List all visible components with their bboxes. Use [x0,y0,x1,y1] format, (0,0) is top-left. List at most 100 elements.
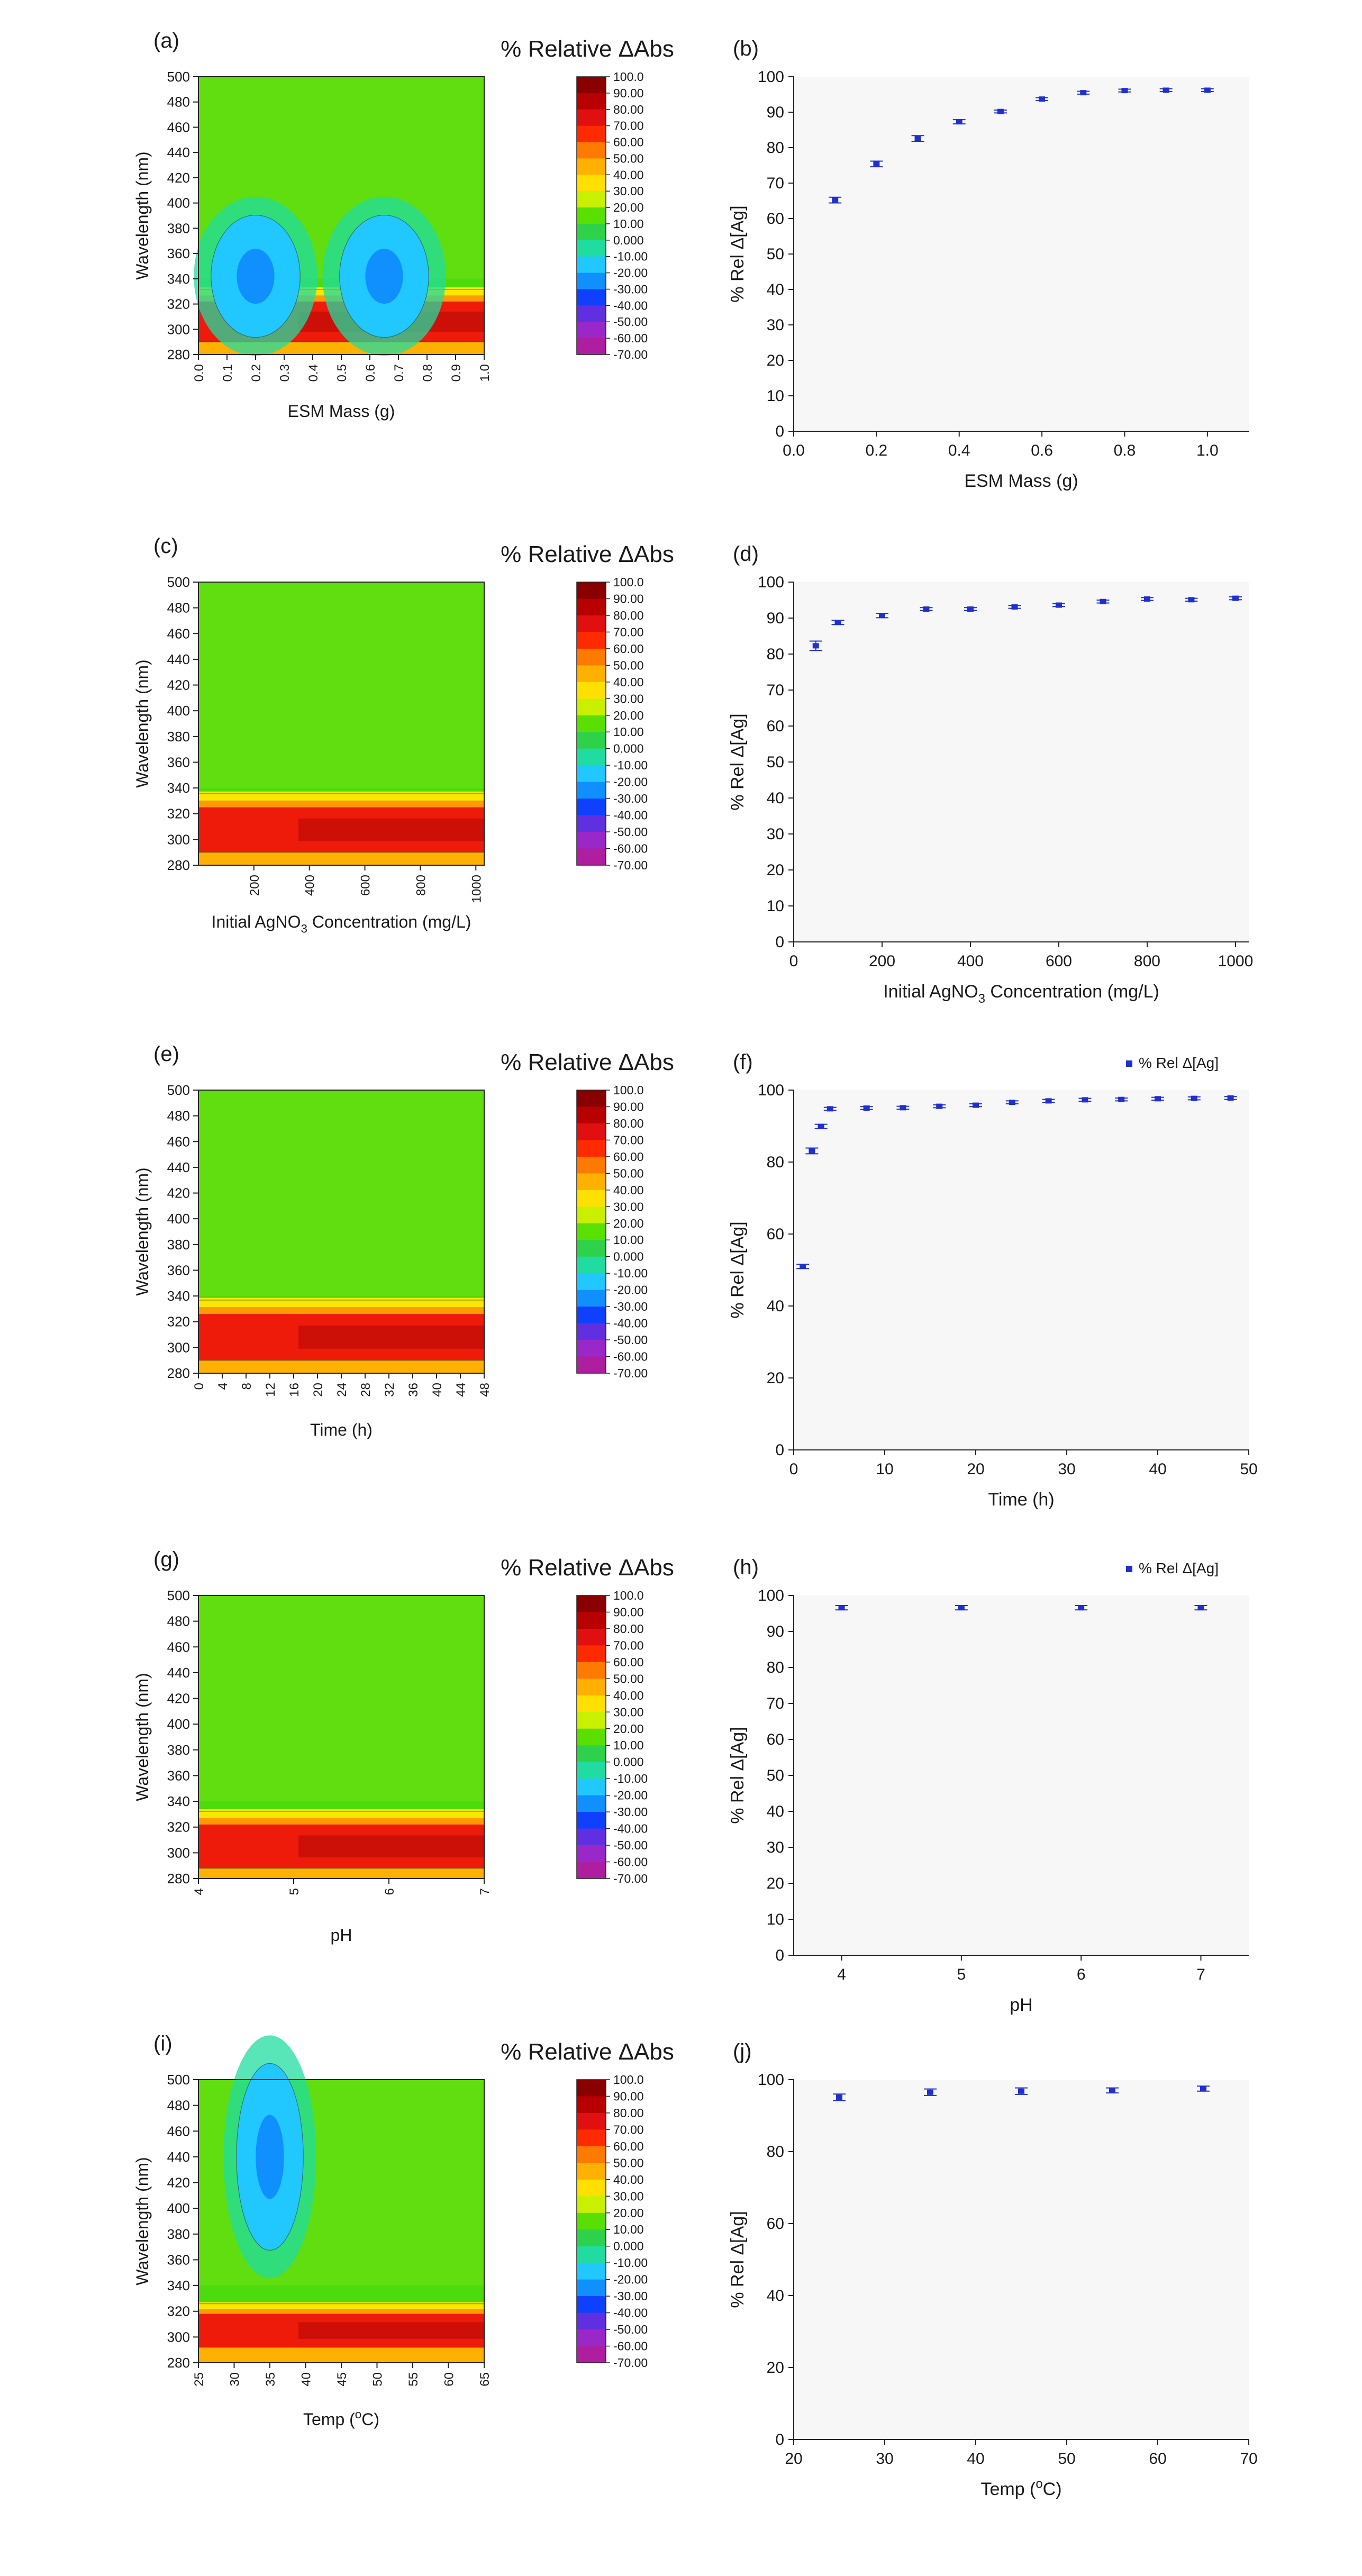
colorbar-segment [577,815,606,832]
data-point [1055,602,1062,608]
colorbar-segment [577,832,606,849]
y-tick-label: 20 [767,2359,784,2377]
colorbar-tick-label: -50.00 [613,2323,648,2336]
x-tick-label: 28 [359,1383,373,1397]
x-tick-label: 0.6 [1031,442,1053,459]
y-axis-label: Wavelength (nm) [133,2157,152,2285]
colorbar-frame [576,582,606,866]
y-tick-label: 60 [767,1226,784,1243]
colorbar-tick-label: -10.00 [613,1772,648,1785]
x-tick-label: 0.1 [221,364,235,382]
data-point [873,161,880,167]
contour-line [339,214,429,338]
y-tick-label: 100 [758,68,784,86]
heatmap-2: 500 480 460 440 420 400 380 360 340 320 300 280 200 4… [133,541,674,936]
colorbar-segment [577,1662,606,1679]
colorbar-tick-label: 10.00 [613,217,644,231]
data-point [812,643,819,649]
colorbar-segment [577,615,606,632]
y-tick-label: 460 [167,625,190,641]
data-point [1143,596,1150,602]
y-tick-label: 40 [767,1803,784,1820]
colorbar-segment [577,158,606,175]
data-point [1200,2086,1206,2091]
colorbar-segment [577,682,606,699]
x-tick-label: 24 [335,1383,349,1397]
plot-area [794,582,1249,942]
colorbar-tick-label: 30.00 [613,184,644,198]
legend-label: % Rel Δ[Ag] [1139,1055,1219,1071]
y-tick-label: 60 [767,210,784,228]
y-tick-label: 300 [167,2329,190,2345]
colorbar-tick-label: -60.00 [613,1855,648,1869]
colorbar-segment [577,665,606,683]
colorbar-tick-label: 70.00 [613,1638,644,1652]
legend-label: % Rel Δ[Ag] [1139,1560,1219,1576]
colorbar-tick-label: -40.00 [613,1822,648,1836]
colorbar-tick-label: 80.00 [613,609,644,622]
x-tick-label: 4 [216,1383,230,1390]
x-axis-label-text: Time (h) [988,1490,1054,1510]
colorbar-segment [577,2146,606,2163]
colorbar-tick-label: -30.00 [613,1805,648,1819]
y-tick-label: 0 [775,1441,784,1459]
data-point [956,119,963,125]
y-tick-label: 500 [167,69,190,85]
data-point [973,1102,979,1108]
colorbar-segment [577,142,606,159]
colorbar-segment [577,765,606,783]
colorbar-tick-label: -40.00 [613,2306,648,2320]
data-point [838,1605,845,1611]
y-axis-label: % Rel Δ[Ag] [728,2211,748,2308]
y-tick-label: 320 [167,1819,190,1835]
y-tick-label: 60 [767,2215,784,2233]
colorbar-tick-label: 60.00 [613,2139,644,2153]
x-tick-label: 800 [414,875,428,896]
colorbar-tick-label: 100.0 [613,70,644,84]
data-point [1082,1097,1088,1103]
colorbar-tick-label: 30.00 [613,2189,644,2203]
y-tick-label: 380 [167,2226,190,2242]
x-axis-label-sup: o [355,2408,361,2421]
colorbar-segment [577,1645,606,1663]
y-tick-label: 400 [167,2200,190,2216]
y-tick-label: 100 [758,574,784,591]
y-tick-label: 440 [167,2149,190,2165]
plot-area [794,2080,1249,2439]
x-tick-label: 50 [1058,2450,1075,2468]
band-edge-lower [198,1868,484,1879]
colorbar-tick-label: 100.0 [613,2073,644,2087]
colorbar-title: % Relative ΔAbs [501,2039,674,2065]
colorbar-segment [577,1828,606,1846]
y-tick-label: 320 [167,2303,190,2319]
x-tick-label: 70 [1240,2450,1257,2468]
y-tick-label: 380 [167,1237,190,1253]
colorbar-title: % Relative ΔAbs [501,1555,674,1581]
x-tick-label: 0.3 [278,364,292,382]
x-tick-label: 1.0 [1196,442,1219,459]
x-tick-label: 200 [869,953,895,970]
x-tick-label: 45 [335,2372,349,2387]
colorbar-tick-label: 90.00 [613,1605,644,1619]
colorbar-frame [576,76,606,355]
y-axis-label: Wavelength (nm) [133,151,152,279]
x-tick-label: 30 [228,2372,242,2387]
colorbar-tick-label: 50.00 [613,658,644,672]
x-tick-label: 20 [785,2450,802,2468]
y-tick-label: 340 [167,780,190,796]
x-tick-label: 20 [311,1383,325,1397]
x-axis-label-text: Time (h) [310,1420,373,1439]
colorbar-tick-label: -20.00 [613,266,648,280]
colorbar-segment [577,305,606,322]
colorbar-title: % Relative ΔAbs [501,36,674,62]
heatmap-upper-field [198,1090,484,1296]
colorbar-tick-label: -10.00 [613,2256,648,2270]
colorbar-tick-label: -50.00 [613,825,648,839]
x-axis-label-text: Initial AgNO [212,912,301,931]
colorbar-tick-label: 60.00 [613,642,644,656]
x-tick-label: 10 [876,1461,893,1478]
y-tick-label: 30 [767,1839,784,1856]
x-tick-label: 4 [192,1888,206,1895]
